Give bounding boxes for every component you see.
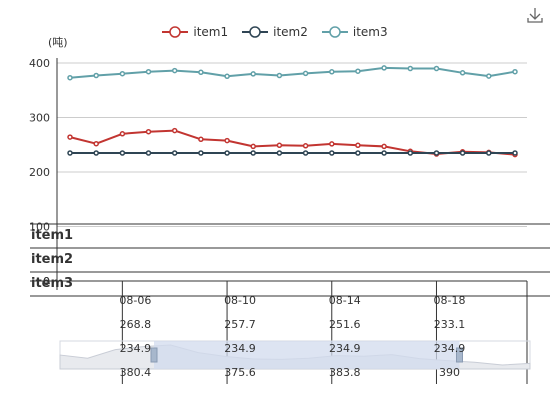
series-line-item1 <box>69 129 516 156</box>
legend-symbol-item2 <box>242 26 269 38</box>
table-cell-item3: 390 <box>439 366 460 379</box>
table-cell-item3: 383.8 <box>329 366 361 379</box>
data-point-item1 <box>355 142 361 149</box>
data-point-item3 <box>407 65 414 72</box>
table-cell-item1: 268.8 <box>120 318 152 331</box>
table-row-label-item1: item1 <box>31 228 74 243</box>
data-point-item2 <box>145 150 152 156</box>
data-point-item3 <box>329 69 335 75</box>
data-point-item2 <box>355 150 361 156</box>
series-line-item3 <box>69 66 516 79</box>
table-cell-item3: 380.4 <box>120 366 152 379</box>
data-point-item1 <box>250 143 256 150</box>
data-point-item1 <box>119 131 126 137</box>
data-point-item3 <box>512 68 518 75</box>
data-point-item2 <box>171 150 178 156</box>
x-tick-label: 08-18 <box>433 294 465 307</box>
table-cell-item2: 234.9 <box>434 342 466 355</box>
data-point-item1 <box>224 137 230 144</box>
legend-symbol-item1 <box>162 26 189 38</box>
x-tick-label: 08-14 <box>329 294 361 307</box>
data-point-item2 <box>512 150 518 156</box>
y-axis-unit: (吨) <box>48 36 68 49</box>
data-point-item1 <box>302 143 309 149</box>
data-point-item2 <box>433 150 440 156</box>
table-cell-item2: 234.9 <box>224 342 256 355</box>
legend-symbol-item3 <box>321 26 348 38</box>
legend-label-item3: item3 <box>352 25 388 39</box>
download-icon[interactable] <box>526 6 544 24</box>
datazoom-handle <box>456 347 463 363</box>
table-cell-item1: 233.1 <box>434 318 466 331</box>
legend-item-item1[interactable]: item1 <box>162 25 228 39</box>
y-tick-label: 200 <box>29 166 50 179</box>
data-point-item2 <box>224 150 230 156</box>
x-tick-label: 08-06 <box>119 294 151 307</box>
data-point-item2 <box>302 150 309 156</box>
legend-label-item1: item1 <box>193 25 229 39</box>
table-row-label-item3: item3 <box>31 276 74 291</box>
legend: item1 item2 item3 <box>0 22 550 42</box>
data-point-item2 <box>67 150 73 156</box>
data-point-item3 <box>224 73 230 80</box>
data-point-item1 <box>67 134 73 140</box>
data-point-item2 <box>250 150 256 156</box>
data-point-item2 <box>459 150 466 156</box>
data-point-item2 <box>276 150 283 156</box>
data-point-item3 <box>171 67 178 74</box>
table-cell-item1: 251.6 <box>329 318 361 331</box>
data-point-item1 <box>276 142 283 149</box>
data-point-item3 <box>250 71 256 77</box>
data-point-item3 <box>145 68 152 75</box>
y-tick-label: 0 <box>43 275 50 288</box>
data-point-item2 <box>93 150 99 156</box>
x-tick-label: 08-10 <box>224 294 256 307</box>
data-point-item1 <box>381 143 387 150</box>
y-tick-label: 400 <box>29 57 50 70</box>
data-point-item3 <box>198 69 204 76</box>
data-point-item2 <box>119 150 126 156</box>
data-point-item1 <box>171 127 178 134</box>
data-point-item3 <box>433 65 440 72</box>
datazoom-selection <box>154 341 460 369</box>
data-point-item3 <box>486 73 492 79</box>
data-point-item1 <box>145 128 152 135</box>
data-point-item1 <box>198 136 204 143</box>
legend-label-item2: item2 <box>273 25 308 39</box>
data-point-item3 <box>355 68 361 74</box>
data-point-item1 <box>93 140 99 147</box>
table-cell-item2: 234.9 <box>120 342 152 355</box>
legend-item-item3[interactable]: item3 <box>321 25 388 39</box>
table-cell-item1: 257.7 <box>224 318 256 331</box>
data-point-item3 <box>93 72 99 79</box>
data-point-item1 <box>329 141 335 147</box>
data-point-item2 <box>329 150 335 156</box>
data-point-item3 <box>276 72 283 79</box>
datazoom-handle <box>150 347 158 363</box>
data-point-item2 <box>198 150 204 156</box>
legend-item-item2[interactable]: item2 <box>242 25 308 39</box>
table-cell-item2: 234.9 <box>329 342 361 355</box>
data-point-item3 <box>302 70 309 77</box>
data-point-item2 <box>486 150 492 156</box>
data-point-item3 <box>459 70 466 76</box>
data-point-item2 <box>381 150 387 156</box>
data-point-item3 <box>381 65 387 71</box>
data-point-item2 <box>407 150 414 156</box>
data-point-item3 <box>119 70 126 77</box>
table-row-label-item2: item2 <box>31 252 74 267</box>
table-cell-item3: 375.6 <box>224 366 256 379</box>
data-point-item3 <box>67 74 73 81</box>
y-tick-label: 300 <box>29 112 50 125</box>
